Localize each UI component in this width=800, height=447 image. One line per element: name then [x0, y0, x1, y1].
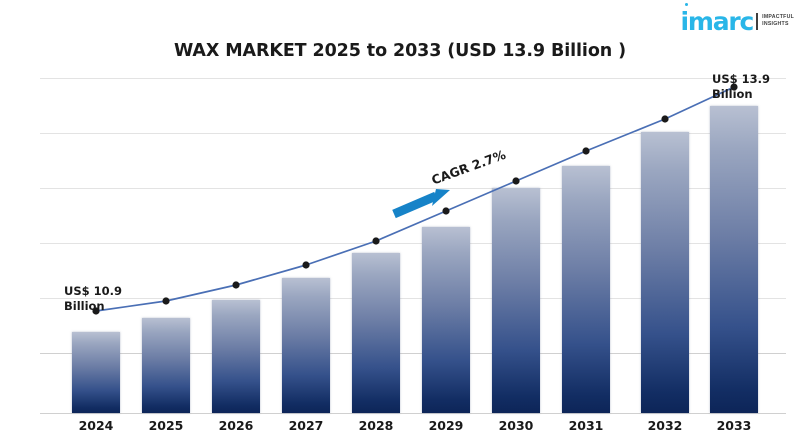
x-tick-2025: 2025 [148, 418, 184, 433]
trend-marker-2031[interactable] [582, 147, 590, 155]
bar-2029[interactable] [422, 227, 470, 413]
cagr-arrow-icon [392, 189, 450, 219]
imarc-logo: imarc IMPACTFUL INSIGHTS [676, 2, 794, 36]
trend-marker-2026[interactable] [232, 281, 240, 289]
end-value-callout: US$ 13.9 Billion [712, 72, 770, 101]
cagr-annotation-label: CAGR 2.7% [429, 146, 508, 188]
bar-2028[interactable] [352, 253, 400, 413]
bar-2030[interactable] [492, 188, 540, 413]
trend-marker-2027[interactable] [302, 261, 310, 269]
bar-2031[interactable] [562, 166, 610, 413]
x-tick-2029: 2029 [428, 418, 464, 433]
logo-dot-icon [684, 2, 688, 6]
bar-2026[interactable] [212, 300, 260, 413]
gridline [40, 78, 786, 79]
logo-wordmark-text: imarc [680, 6, 755, 36]
chart-plot-area: CAGR 2.7% US$ 10.9 Billion US$ 13.9 Bill… [40, 70, 786, 414]
x-tick-2031: 2031 [568, 418, 604, 433]
start-value-line2: Billion [64, 298, 105, 313]
x-tick-2028: 2028 [358, 418, 394, 433]
x-axis-line [40, 413, 786, 414]
logo-wordmark: imarc [680, 2, 755, 36]
bar-2033[interactable] [710, 106, 758, 413]
x-axis-labels: 2024 2025 2026 2027 2028 2029 2030 2031 2032 2033 [40, 418, 786, 440]
logo-divider [756, 12, 759, 30]
x-tick-2033: 2033 [716, 418, 752, 433]
bar-2027[interactable] [282, 278, 330, 413]
bar-2024[interactable] [72, 332, 120, 413]
logo-tagline-line2: INSIGHTS [762, 21, 789, 27]
logo-tagline: IMPACTFUL INSIGHTS [762, 14, 794, 28]
x-tick-2027: 2027 [288, 418, 324, 433]
start-value-line1: US$ 10.9 [64, 284, 122, 298]
start-value-callout: US$ 10.9 Billion [64, 284, 122, 313]
trend-marker-2030[interactable] [512, 177, 520, 185]
bar-2025[interactable] [142, 318, 190, 413]
trend-marker-2032[interactable] [661, 115, 669, 123]
gridline [40, 353, 786, 354]
chart-title: WAX MARKET 2025 to 2033 (USD 13.9 Billio… [173, 41, 626, 61]
end-value-line1: US$ 13.9 [712, 72, 770, 86]
x-tick-2030: 2030 [498, 418, 534, 433]
x-tick-2032: 2032 [647, 418, 683, 433]
x-tick-2026: 2026 [218, 418, 254, 433]
x-tick-2024: 2024 [78, 418, 114, 433]
logo-tagline-line1: IMPACTFUL [762, 13, 794, 20]
end-value-line2: Billion [712, 86, 753, 101]
bar-2032[interactable] [641, 132, 689, 413]
